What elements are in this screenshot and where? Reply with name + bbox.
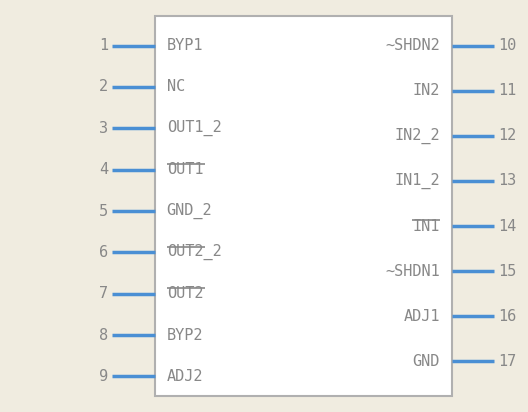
Text: 13: 13 [498, 173, 516, 188]
Text: 5: 5 [99, 204, 108, 218]
Text: GND_2: GND_2 [167, 203, 212, 219]
Text: ADJ2: ADJ2 [167, 369, 203, 384]
Text: 14: 14 [498, 218, 516, 234]
Text: 10: 10 [498, 38, 516, 53]
Text: OUT2: OUT2 [167, 286, 203, 301]
Text: BYP2: BYP2 [167, 328, 203, 342]
Text: 9: 9 [99, 369, 108, 384]
Text: 11: 11 [498, 83, 516, 98]
Text: GND: GND [412, 354, 440, 369]
Text: 6: 6 [99, 245, 108, 260]
Text: 2: 2 [99, 80, 108, 94]
Text: 4: 4 [99, 162, 108, 177]
Text: ~SHDN2: ~SHDN2 [385, 38, 440, 53]
Text: BYP1: BYP1 [167, 38, 203, 53]
Text: ~SHDN1: ~SHDN1 [385, 264, 440, 279]
Text: ADJ1: ADJ1 [403, 309, 440, 324]
Text: IN2: IN2 [412, 83, 440, 98]
Bar [155, 16, 452, 396]
Text: IN1: IN1 [412, 218, 440, 234]
Text: OUT1_2: OUT1_2 [167, 120, 221, 136]
Text: 7: 7 [99, 286, 108, 301]
Text: NC: NC [167, 80, 185, 94]
Text: 12: 12 [498, 129, 516, 143]
Text: IN1_2: IN1_2 [394, 173, 440, 189]
Text: OUT2_2: OUT2_2 [167, 244, 221, 260]
Text: 8: 8 [99, 328, 108, 342]
Text: 16: 16 [498, 309, 516, 324]
Text: 3: 3 [99, 121, 108, 136]
Text: 17: 17 [498, 354, 516, 369]
Text: IN2_2: IN2_2 [394, 128, 440, 144]
Text: OUT1: OUT1 [167, 162, 203, 177]
Text: 15: 15 [498, 264, 516, 279]
Text: 1: 1 [99, 38, 108, 53]
